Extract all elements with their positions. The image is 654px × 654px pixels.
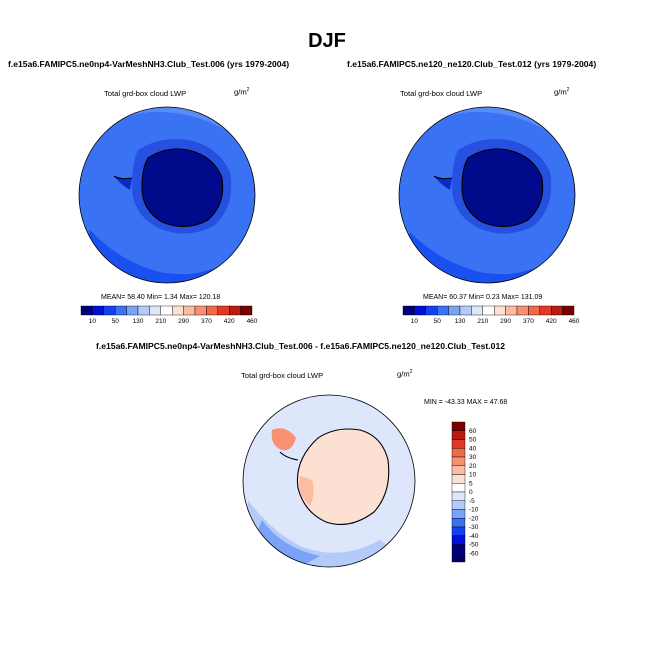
colorbar-2-tick-label: 460 xyxy=(569,318,580,325)
colorbar-1-tick-label: 290 xyxy=(178,318,189,325)
colorbar-1-swatch xyxy=(172,306,183,315)
colorbar-3-swatch xyxy=(452,510,465,519)
map-3 xyxy=(243,395,415,567)
colorbar-1-swatch xyxy=(92,306,103,315)
colorbar-3-tick-label: 10 xyxy=(469,472,477,479)
colorbar-3-swatch xyxy=(452,448,465,457)
colorbar-1-tick-label: 420 xyxy=(224,318,235,325)
colorbar-2-swatch xyxy=(437,306,448,315)
colorbar-1-swatch xyxy=(115,306,126,315)
colorbar-3-swatch xyxy=(452,483,465,492)
colorbar-1-swatch xyxy=(149,306,160,315)
colorbar-3-swatch xyxy=(452,518,465,527)
colorbar-1-swatch xyxy=(81,306,92,315)
colorbar-2-swatch xyxy=(483,306,494,315)
colorbar-2-swatch xyxy=(540,306,551,315)
colorbar-1-swatch xyxy=(127,306,138,315)
colorbar-3-swatch xyxy=(452,527,465,536)
colorbar-2-tick-label: 10 xyxy=(411,318,419,325)
colorbar-1-swatch xyxy=(218,306,229,315)
colorbar-3-tick-label: -40 xyxy=(469,533,479,540)
colorbar-1-swatch xyxy=(206,306,217,315)
colorbar-1-tick-label: 210 xyxy=(155,318,166,325)
colorbar-1-swatch xyxy=(104,306,115,315)
colorbar-3-swatch xyxy=(452,466,465,475)
colorbar-3-tick-label: -5 xyxy=(469,498,475,505)
colorbar-1-swatch xyxy=(138,306,149,315)
colorbar-3-tick-label: -20 xyxy=(469,515,479,522)
colorbar-2-swatch xyxy=(471,306,482,315)
colorbar-3-tick-label: -60 xyxy=(469,550,479,557)
colorbar-1-swatch xyxy=(229,306,240,315)
colorbar-3-tick-label: -30 xyxy=(469,524,479,531)
colorbar-3-tick-label: 40 xyxy=(469,445,477,452)
colorbar-3-swatch xyxy=(452,553,465,562)
colorbar-3-swatch xyxy=(452,492,465,501)
colorbar-1-tick-label: 370 xyxy=(201,318,212,325)
colorbar-3-swatch xyxy=(452,545,465,554)
colorbar-1-tick-label: 460 xyxy=(247,318,258,325)
colorbar-3: 60504030201050-5-10-20-30-40-50-60 xyxy=(452,422,479,562)
colorbar-3-tick-label: -10 xyxy=(469,507,479,514)
colorbar-3-swatch xyxy=(452,457,465,466)
colorbar-3-tick-label: 50 xyxy=(469,437,477,444)
colorbar-1-swatch xyxy=(195,306,206,315)
colorbar-3-swatch xyxy=(452,431,465,440)
colorbar-1-swatch xyxy=(184,306,195,315)
colorbar-2-swatch xyxy=(528,306,539,315)
colorbar-3-swatch xyxy=(452,536,465,545)
colorbar-1-tick-label: 10 xyxy=(89,318,97,325)
colorbar-3-tick-label: 30 xyxy=(469,454,477,461)
colorbar-1: 10 50 130 210 290 370 420 460 xyxy=(81,306,258,325)
colorbar-2-swatch xyxy=(460,306,471,315)
colorbar-2-swatch xyxy=(414,306,425,315)
figure-canvas: 10 50 130 210 290 370 420 460 10 50 130 210 290 370 4… xyxy=(0,0,654,654)
colorbar-2-tick-label: 290 xyxy=(500,318,511,325)
colorbar-3-tick-label: 20 xyxy=(469,463,477,470)
colorbar-3-swatch xyxy=(452,422,465,431)
colorbar-2-swatch xyxy=(403,306,414,315)
colorbar-2-swatch xyxy=(449,306,460,315)
colorbar-2-swatch xyxy=(494,306,505,315)
colorbar-2-swatch xyxy=(506,306,517,315)
colorbar-1-swatch xyxy=(161,306,172,315)
colorbar-3-tick-label: 60 xyxy=(469,428,477,435)
colorbar-3-swatch xyxy=(452,475,465,484)
colorbar-1-tick-label: 130 xyxy=(133,318,144,325)
colorbar-2-tick-label: 370 xyxy=(523,318,534,325)
colorbar-1-tick-label: 50 xyxy=(112,318,120,325)
colorbar-2-swatch xyxy=(426,306,437,315)
colorbar-2-tick-label: 130 xyxy=(455,318,466,325)
colorbar-3-swatch xyxy=(452,501,465,510)
colorbar-2-tick-label: 50 xyxy=(434,318,442,325)
colorbar-3-tick-label: 0 xyxy=(469,489,473,496)
colorbar-3-swatch xyxy=(452,440,465,449)
colorbar-2: 10 50 130 210 290 370 420 460 xyxy=(403,306,580,325)
colorbar-3-tick-label: -50 xyxy=(469,542,479,549)
colorbar-2-tick-label: 210 xyxy=(477,318,488,325)
colorbar-3-tick-label: 5 xyxy=(469,480,473,487)
colorbar-1-swatch xyxy=(241,306,252,315)
colorbar-2-swatch xyxy=(563,306,574,315)
colorbar-2-swatch xyxy=(517,306,528,315)
colorbar-2-tick-label: 420 xyxy=(546,318,557,325)
colorbar-2-swatch xyxy=(551,306,562,315)
